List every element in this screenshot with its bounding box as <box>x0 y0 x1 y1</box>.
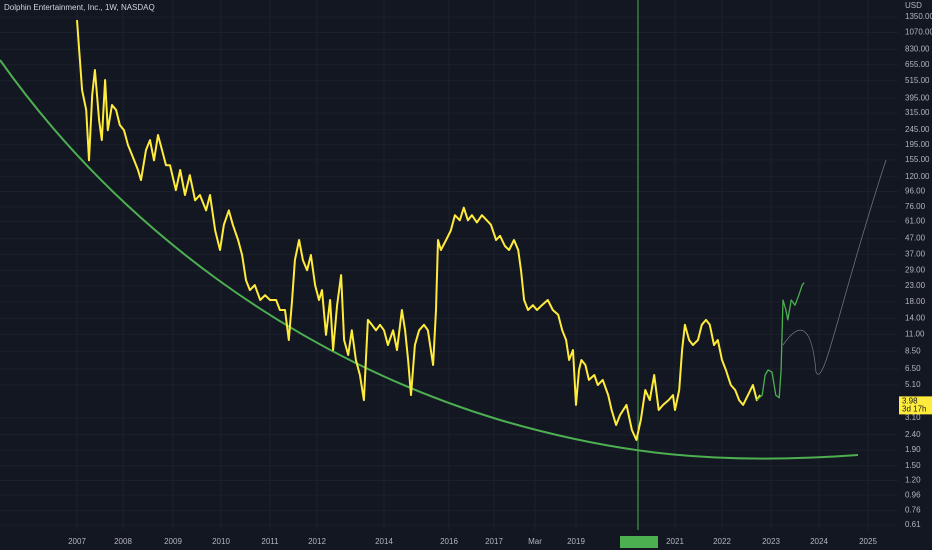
x-tick-label: 2022 <box>713 537 731 546</box>
x-tick-label: Mar <box>528 537 542 546</box>
grid <box>0 0 898 530</box>
x-tick-label: 2017 <box>485 537 503 546</box>
y-tick-label: 3.10 <box>905 413 921 422</box>
x-tick-label: 2007 <box>68 537 86 546</box>
y-tick-label: 315.00 <box>905 108 930 117</box>
y-tick-label: 5.10 <box>905 380 921 389</box>
y-tick-label: 29.00 <box>905 266 926 275</box>
y-tick-label: 18.00 <box>905 297 926 306</box>
y-tick-label: 1350.00 <box>905 12 932 21</box>
series <box>76 20 805 441</box>
y-tick-label: 1.50 <box>905 461 921 470</box>
y-tick-label: 0.96 <box>905 490 921 499</box>
y-tick-label: 96.00 <box>905 187 926 196</box>
chart-title: Dolphin Entertainment, Inc., 1W, NASDAQ <box>4 3 155 12</box>
currency: USD <box>905 1 922 10</box>
trend-arc <box>0 59 859 460</box>
y-tick-label: 195.00 <box>905 140 930 149</box>
y-tick-label: 655.00 <box>905 60 930 69</box>
y-tick-label: 61.00 <box>905 216 926 225</box>
price-line <box>756 282 805 401</box>
y-tick-label: 14.00 <box>905 314 926 323</box>
y-tick-label: 155.00 <box>905 155 930 164</box>
price-label: 3.98 <box>902 396 918 405</box>
countdown-label: 3d 17h <box>902 404 926 413</box>
y-tick-label: 245.00 <box>905 125 930 134</box>
y-tick-label: 11.00 <box>905 329 925 338</box>
y-tick-label: 515.00 <box>905 76 930 85</box>
y-tick-label: 1.20 <box>905 476 921 485</box>
y-tick-label: 23.00 <box>905 281 926 290</box>
price-box <box>899 396 932 415</box>
x-tick-label: 2025 <box>859 537 877 546</box>
y-tick-label: 395.00 <box>905 93 930 102</box>
x-tick-label: 2019 <box>567 537 585 546</box>
price-line <box>76 20 762 441</box>
x-tick-label: 2009 <box>164 537 182 546</box>
crosshair-date-box <box>620 536 658 548</box>
projection-curve <box>782 159 887 375</box>
x-tick-label: 2016 <box>440 537 458 546</box>
x-tick-label: 2024 <box>810 537 828 546</box>
y-tick-label: 1070.00 <box>905 28 932 37</box>
y-tick-label: 120.00 <box>905 172 930 181</box>
y-tick-label: 8.50 <box>905 346 921 355</box>
y-tick-label: 37.00 <box>905 249 926 258</box>
x-tick-label: 2008 <box>114 537 132 546</box>
x-tick-label: 2014 <box>375 537 393 546</box>
x-tick-label: 2023 <box>762 537 780 546</box>
y-tick-label: 6.50 <box>905 364 921 373</box>
y-tick-label: 1.90 <box>905 445 921 454</box>
y-tick-label: 76.00 <box>905 202 926 211</box>
y-tick-label: 47.00 <box>905 234 926 243</box>
x-tick-label: 2021 <box>666 537 684 546</box>
x-tick-label: 2012 <box>308 537 326 546</box>
y-tick-label: 2.40 <box>905 430 921 439</box>
y-tick-label: 830.00 <box>905 44 930 53</box>
x-tick-label: 2010 <box>212 537 230 546</box>
axes: 1350.00 1070.00 830.00 655.00 515.00 395.00 31… <box>68 12 932 546</box>
y-tick-label: 0.76 <box>905 506 921 515</box>
x-tick-label: 2011 <box>261 537 279 546</box>
y-tick-label: 0.61 <box>905 520 921 529</box>
